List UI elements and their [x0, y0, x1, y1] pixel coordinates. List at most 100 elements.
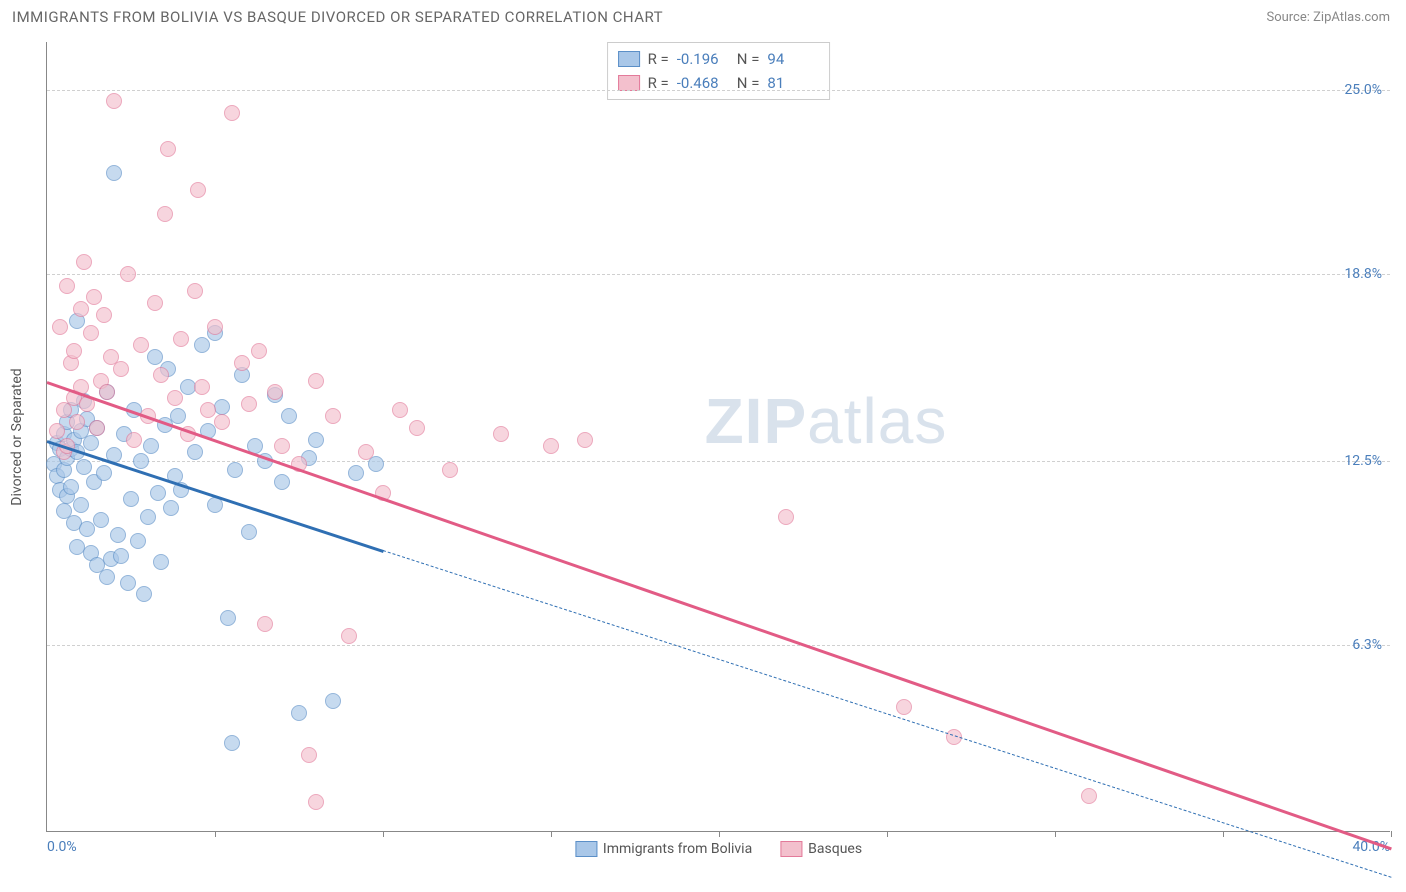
- scatter-point-bolivia: [63, 479, 79, 495]
- scatter-point-bolivia: [83, 435, 99, 451]
- x-tick: [1391, 831, 1392, 837]
- scatter-point-basques: [106, 93, 122, 109]
- y-tick-label: 18.8%: [1344, 266, 1382, 282]
- scatter-point-basques: [167, 390, 183, 406]
- scatter-point-basques: [69, 414, 85, 430]
- scatter-point-basques: [190, 182, 206, 198]
- r-value-bolivia: -0.196: [677, 47, 729, 71]
- scatter-point-basques: [187, 283, 203, 299]
- gridline: [47, 274, 1390, 275]
- scatter-point-basques: [493, 426, 509, 442]
- scatter-point-basques: [224, 105, 240, 121]
- scatter-point-basques: [173, 331, 189, 347]
- scatter-point-bolivia: [150, 485, 166, 501]
- scatter-point-basques: [160, 141, 176, 157]
- y-tick-label: 12.5%: [1344, 453, 1382, 469]
- legend-row-basques: R = -0.468 N = 81: [618, 71, 820, 95]
- scatter-point-basques: [89, 420, 105, 436]
- scatter-point-bolivia: [348, 465, 364, 481]
- scatter-point-basques: [543, 438, 559, 454]
- scatter-point-bolivia: [143, 438, 159, 454]
- scatter-point-basques: [113, 361, 129, 377]
- scatter-point-basques: [409, 420, 425, 436]
- x-tick: [383, 831, 384, 837]
- n-value-basques: 81: [767, 71, 819, 95]
- scatter-point-bolivia: [113, 548, 129, 564]
- scatter-point-basques: [157, 206, 173, 222]
- scatter-point-bolivia: [136, 586, 152, 602]
- scatter-point-bolivia: [73, 497, 89, 513]
- scatter-point-basques: [126, 432, 142, 448]
- scatter-point-bolivia: [291, 705, 307, 721]
- scatter-point-bolivia: [241, 524, 257, 540]
- scatter-point-basques: [153, 367, 169, 383]
- y-axis-title: Divorced or Separated: [9, 368, 25, 505]
- scatter-point-bolivia: [140, 509, 156, 525]
- legend-swatch-icon: [575, 841, 597, 857]
- legend-swatch-bolivia: [618, 51, 640, 67]
- scatter-point-basques: [308, 373, 324, 389]
- scatter-point-basques: [392, 402, 408, 418]
- scatter-point-bolivia: [123, 491, 139, 507]
- scatter-point-basques: [257, 616, 273, 632]
- x-tick: [551, 831, 552, 837]
- scatter-point-bolivia: [99, 569, 115, 585]
- chart-title: IMMIGRANTS FROM BOLIVIA VS BASQUE DIVORC…: [12, 8, 663, 26]
- n-value-bolivia: 94: [767, 47, 819, 71]
- x-tick: [1055, 831, 1056, 837]
- scatter-point-bolivia: [76, 459, 92, 475]
- chart-header: IMMIGRANTS FROM BOLIVIA VS BASQUE DIVORC…: [0, 0, 1406, 30]
- scatter-point-bolivia: [120, 575, 136, 591]
- scatter-point-bolivia: [224, 735, 240, 751]
- correlation-legend: R = -0.196 N = 94 R = -0.468 N = 81: [607, 42, 831, 100]
- scatter-point-bolivia: [220, 610, 236, 626]
- scatter-point-basques: [99, 384, 115, 400]
- y-tick-label: 25.0%: [1344, 82, 1382, 98]
- scatter-point-basques: [194, 379, 210, 395]
- scatter-point-bolivia: [147, 349, 163, 365]
- gridline: [47, 461, 1390, 462]
- scatter-point-bolivia: [170, 408, 186, 424]
- scatter-point-bolivia: [96, 465, 112, 481]
- legend-item-basques: Basques: [780, 841, 862, 857]
- scatter-point-bolivia: [106, 165, 122, 181]
- scatter-point-bolivia: [93, 512, 109, 528]
- x-tick: [719, 831, 720, 837]
- chart-source: Source: ZipAtlas.com: [1266, 10, 1390, 25]
- scatter-point-basques: [325, 408, 341, 424]
- x-tick: [215, 831, 216, 837]
- scatter-point-basques: [241, 396, 257, 412]
- scatter-point-basques: [1081, 788, 1097, 804]
- scatter-point-bolivia: [227, 462, 243, 478]
- y-tick-label: 6.3%: [1352, 637, 1382, 653]
- scatter-point-basques: [73, 301, 89, 317]
- scatter-point-basques: [86, 289, 102, 305]
- scatter-point-basques: [267, 384, 283, 400]
- scatter-point-bolivia: [214, 399, 230, 415]
- scatter-point-bolivia: [281, 408, 297, 424]
- scatter-point-basques: [133, 337, 149, 353]
- scatter-point-bolivia: [325, 693, 341, 709]
- scatter-point-basques: [251, 343, 267, 359]
- legend-label-bolivia: Immigrants from Bolivia: [603, 841, 752, 857]
- trend-line: [47, 440, 384, 553]
- scatter-point-basques: [49, 423, 65, 439]
- scatter-point-basques: [308, 794, 324, 810]
- scatter-point-bolivia: [153, 554, 169, 570]
- scatter-point-basques: [442, 462, 458, 478]
- trend-line: [383, 550, 1391, 878]
- scatter-point-basques: [96, 307, 112, 323]
- scatter-point-basques: [778, 509, 794, 525]
- scatter-point-basques: [577, 432, 593, 448]
- r-value-basques: -0.468: [677, 71, 729, 95]
- scatter-point-bolivia: [110, 527, 126, 543]
- scatter-point-basques: [358, 444, 374, 460]
- x-tick: [887, 831, 888, 837]
- trend-line: [47, 381, 1392, 850]
- scatter-point-basques: [76, 254, 92, 270]
- scatter-point-bolivia: [163, 500, 179, 516]
- scatter-point-bolivia: [133, 453, 149, 469]
- watermark-rest: atlas: [807, 385, 947, 457]
- scatter-point-bolivia: [194, 337, 210, 353]
- scatter-point-basques: [341, 628, 357, 644]
